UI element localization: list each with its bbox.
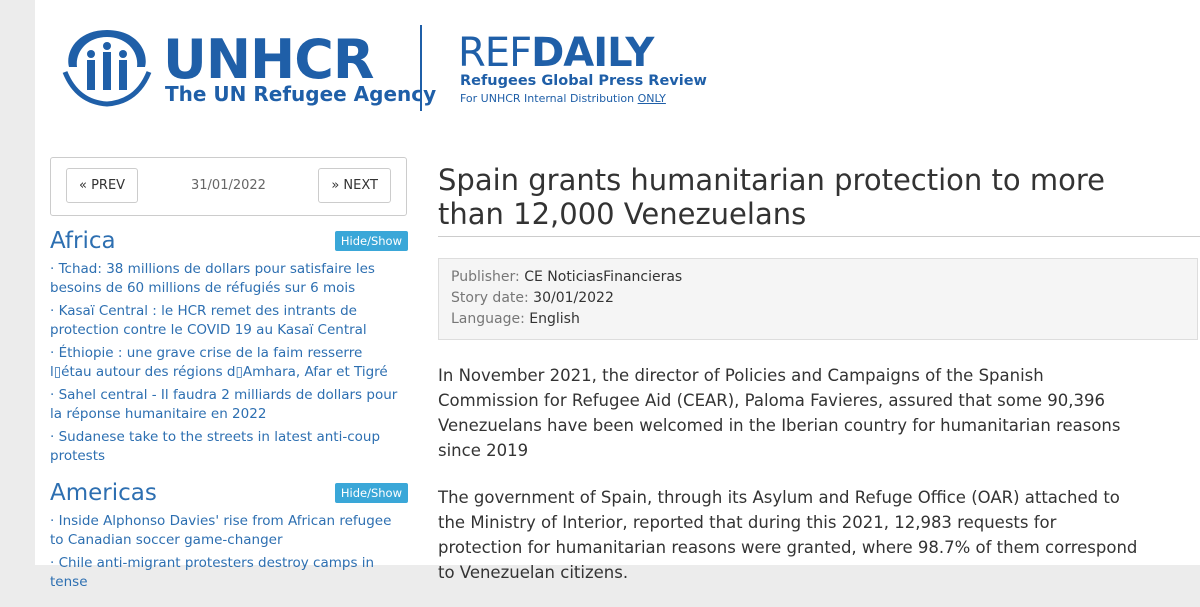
sidebar-sections: Africa Hide/Show · Tchad: 38 millions de d… <box>50 228 408 606</box>
section-header: Africa Hide/Show <box>50 228 408 254</box>
ref-subtitle: Refugees Global Press Review <box>460 73 707 89</box>
meta-label: Publisher: <box>451 269 520 285</box>
logo-tagline: The UN Refugee Agency <box>165 82 437 106</box>
distribution-link[interactable]: ONLY <box>637 92 666 105</box>
meta-value: 30/01/2022 <box>533 290 614 306</box>
meta-label: Language: <box>451 311 525 327</box>
logo-name: UNHCR <box>163 28 374 91</box>
meta-row: Story date: 30/01/2022 <box>451 288 1185 309</box>
news-link[interactable]: · Sudanese take to the streets in latest… <box>50 429 381 464</box>
meta-row: Language: English <box>451 309 1185 330</box>
article-meta: Publisher: CE NoticiasFinancieras Story d… <box>438 258 1198 340</box>
paragraph: In November 2021, the director of Polici… <box>438 366 1121 460</box>
prev-button[interactable]: « PREV <box>66 168 139 203</box>
meta-label: Story date: <box>451 290 529 306</box>
hide-show-button[interactable]: Hide/Show <box>334 483 408 503</box>
article-title: Spain grants humanitarian protection to … <box>438 163 1105 231</box>
nav-date: 31/01/2022 <box>191 178 266 193</box>
unhcr-emblem <box>62 30 152 107</box>
article-body: In November 2021, the director of Polici… <box>438 363 1138 607</box>
next-button[interactable]: » NEXT <box>318 168 391 203</box>
section-title: Americas <box>50 480 157 506</box>
paragraph: The government of Spain, through its Asy… <box>438 488 1138 582</box>
meta-row: Publisher: CE NoticiasFinancieras <box>451 267 1185 288</box>
section: Africa Hide/Show · Tchad: 38 millions de d… <box>50 228 408 466</box>
news-link[interactable]: · Inside Alphonso Davies' rise from Afri… <box>50 513 392 548</box>
news-link[interactable]: · Tchad: 38 millions de dollars pour sat… <box>50 261 375 296</box>
distribution-text: For UNHCR Internal Distribution <box>460 92 635 105</box>
divider <box>420 25 422 111</box>
hide-show-button[interactable]: Hide/Show <box>334 231 408 251</box>
ref-bold: DAILY <box>531 30 654 76</box>
meta-value: English <box>529 311 580 327</box>
news-link[interactable]: · Sahel central - Il faudra 2 milliards … <box>50 387 398 422</box>
page-body: UNHCR The UN Refugee Agency REFDAILY Ref… <box>35 0 1200 590</box>
distribution: For UNHCR Internal Distribution ONLY <box>460 92 666 105</box>
news-link[interactable]: · Kasaï Central : le HCR remet des intra… <box>50 303 367 338</box>
content: UNHCR The UN Refugee Agency REFDAILY Ref… <box>35 0 1200 590</box>
meta-value: CE NoticiasFinancieras <box>524 269 683 285</box>
section-header: Americas Hide/Show <box>50 480 408 506</box>
section: Americas Hide/Show · Inside Alphonso Davie… <box>50 480 408 592</box>
page: {"header":{"logo_name":"UNHCR","logo_tag… <box>35 0 1200 590</box>
refdaily: REFDAILY <box>458 30 654 76</box>
section-title: Africa <box>50 228 116 254</box>
news-link[interactable]: · Éthiopie : une grave crise de la faim … <box>50 345 388 380</box>
title-rule <box>438 236 1200 237</box>
ref-light: REF <box>458 30 532 76</box>
date-nav: « PREV 31/01/2022 » NEXT <box>50 157 407 216</box>
news-link[interactable]: · Chile anti-migrant protesters destroy … <box>50 555 375 590</box>
